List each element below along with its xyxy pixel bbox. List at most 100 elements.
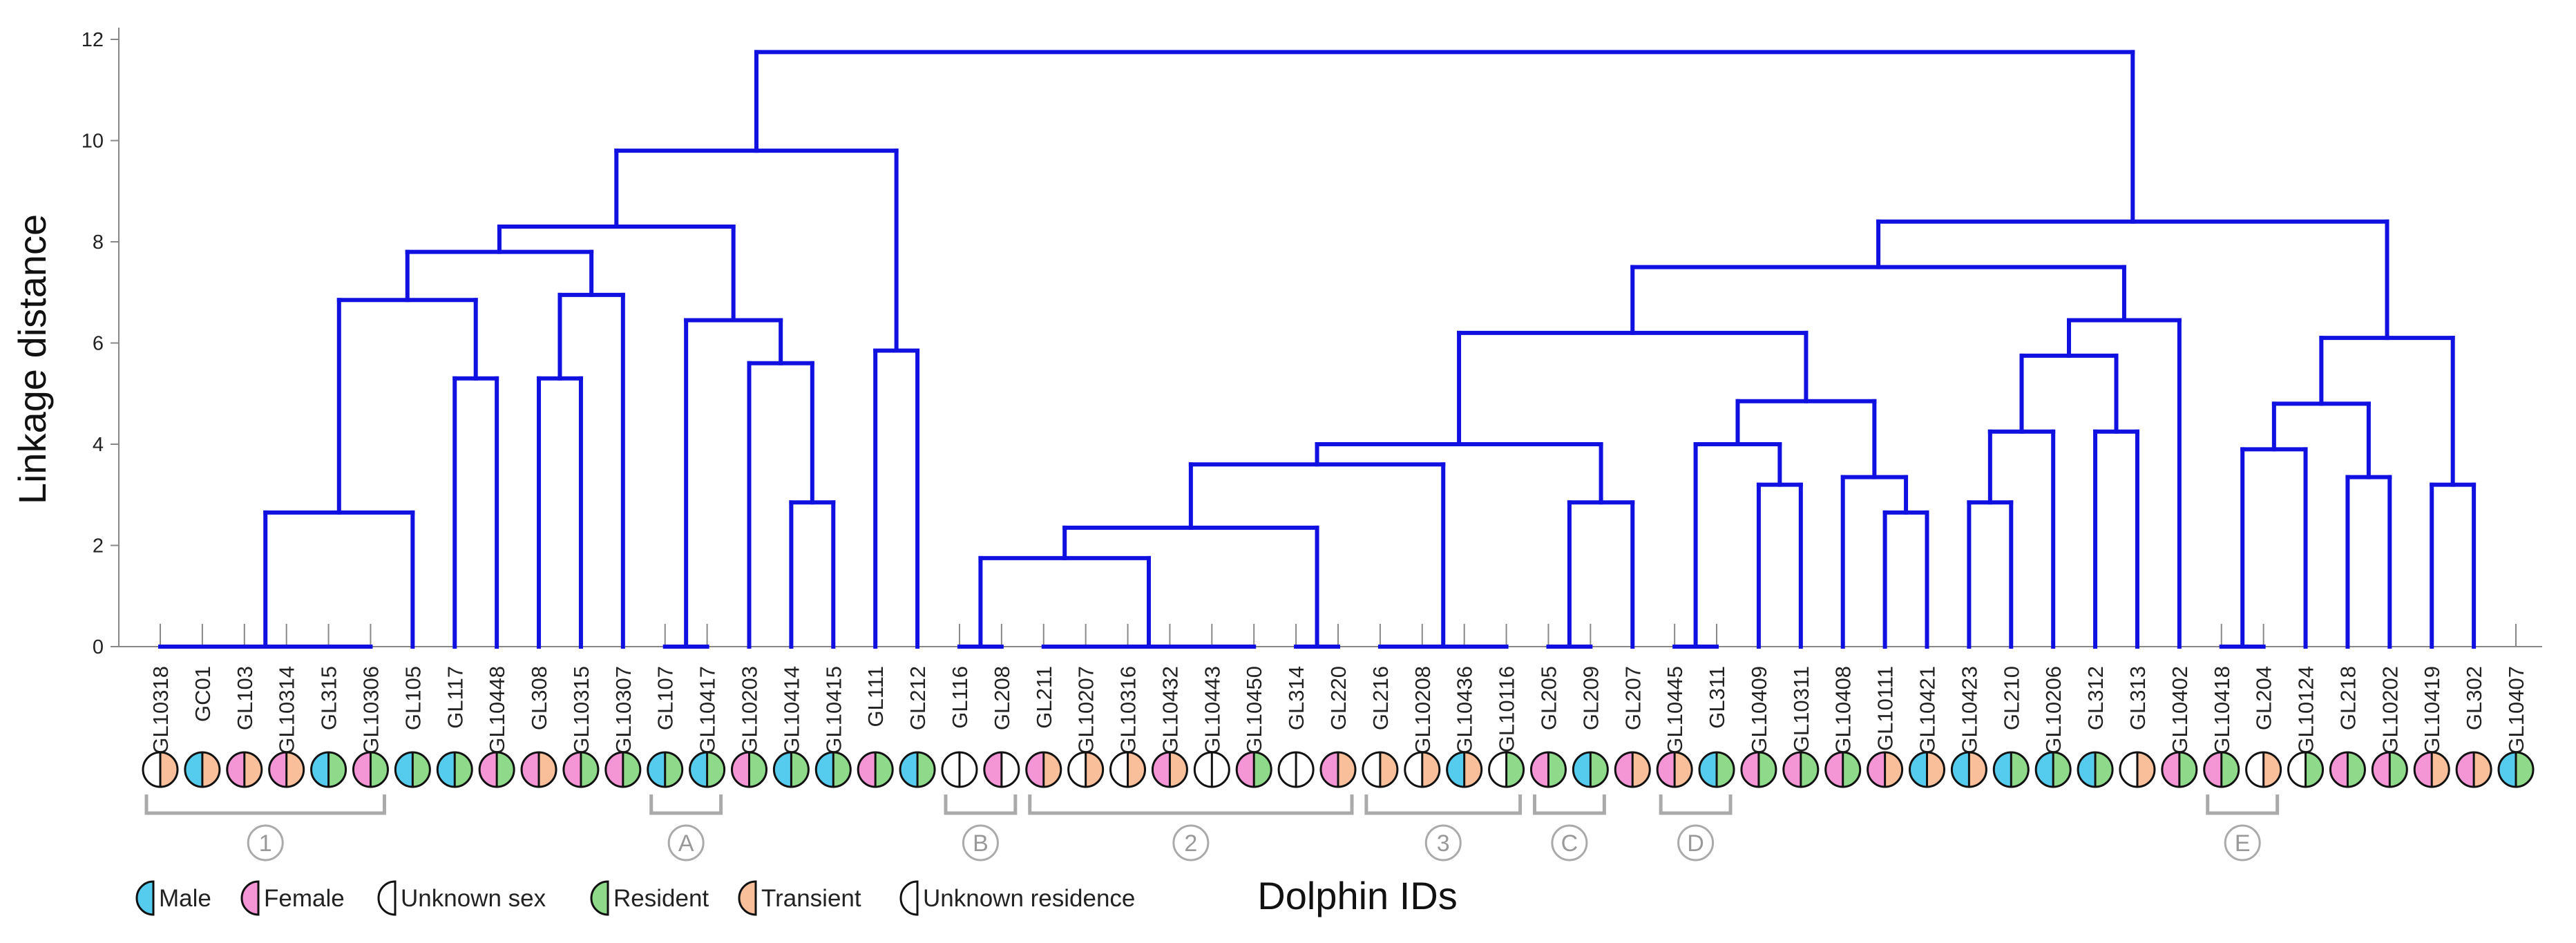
leaf-marker bbox=[1909, 751, 1945, 788]
leaf-marker bbox=[857, 751, 894, 788]
group-label: A bbox=[678, 830, 694, 857]
leaf-marker bbox=[814, 751, 852, 788]
y-axis: 0 2 4 6 8 10 12 bbox=[82, 28, 2542, 658]
leaf-label: GL107 bbox=[653, 666, 678, 730]
leaf-label: GL210 bbox=[1999, 666, 2023, 730]
leaf-marker bbox=[478, 751, 515, 788]
leaf-label: GL314 bbox=[1284, 666, 1308, 730]
leaf-label: GL216 bbox=[1368, 666, 1393, 730]
leaf-label: GL10418 bbox=[2210, 666, 2234, 754]
legend-label: Transient bbox=[761, 885, 861, 912]
leaf-marker bbox=[2161, 751, 2198, 788]
legend-item: Unknown sex bbox=[377, 880, 546, 916]
cluster-group: 3 bbox=[1364, 794, 1523, 861]
leaf-marker bbox=[1824, 751, 1862, 788]
leaf-marker bbox=[1867, 751, 1904, 788]
leaf-label: GL10311 bbox=[1789, 666, 1813, 752]
cluster-group: 2 bbox=[1028, 794, 1354, 861]
group-label: E bbox=[2235, 830, 2251, 857]
leaf-marker bbox=[2245, 751, 2282, 788]
leaf-marker bbox=[2119, 751, 2156, 788]
legend-item: Transient bbox=[738, 880, 861, 916]
leaf-label: GL10415 bbox=[821, 666, 846, 754]
legend-swatch bbox=[377, 880, 397, 916]
group-label-circle bbox=[1424, 824, 1462, 861]
leaf-marker bbox=[2455, 751, 2492, 788]
leaf-label: GL10314 bbox=[275, 666, 299, 754]
leaf-marker bbox=[941, 751, 978, 788]
leaf-label: GL218 bbox=[2336, 666, 2360, 730]
leaf-marker bbox=[2287, 751, 2325, 788]
leaf-marker bbox=[899, 751, 936, 788]
leaf-label: GL10408 bbox=[1831, 666, 1855, 754]
leaf-label: GL209 bbox=[1578, 666, 1603, 730]
legend-swatch bbox=[738, 880, 757, 916]
leaf-label: GL103 bbox=[233, 666, 257, 730]
y-tick-label: 2 bbox=[93, 535, 104, 558]
y-tick-label: 12 bbox=[82, 29, 104, 51]
leaf-label: GL10315 bbox=[569, 666, 593, 754]
leaf-label: GL10417 bbox=[696, 666, 720, 754]
leaf-marker bbox=[1614, 751, 1651, 788]
leaf-label: GL10318 bbox=[149, 666, 173, 754]
leaf-label: GL208 bbox=[990, 666, 1014, 730]
cluster-group: B bbox=[944, 794, 1018, 861]
leaf-label: GL117 bbox=[443, 666, 467, 729]
leaf-label: GL212 bbox=[906, 666, 930, 730]
leaf-label: GL10409 bbox=[1747, 666, 1771, 754]
legend-label: Unknown residence bbox=[923, 885, 1135, 912]
leaf-label: GL10116 bbox=[1495, 666, 1519, 752]
legend-swatch bbox=[135, 880, 155, 916]
group-label: 3 bbox=[1437, 830, 1450, 857]
leaf-marker bbox=[394, 751, 431, 788]
legend-item: Male bbox=[135, 880, 211, 916]
leaf-label: GL10203 bbox=[738, 666, 762, 754]
leaf-label: GL205 bbox=[1536, 666, 1561, 730]
group-label-circle bbox=[1677, 824, 1715, 861]
leaf-label: GL313 bbox=[2126, 666, 2150, 730]
leaf-label: GL10419 bbox=[2420, 666, 2444, 754]
leaf-label: GL10407 bbox=[2504, 666, 2528, 754]
leaf-label: GL10306 bbox=[359, 666, 383, 754]
leaf-label: GL204 bbox=[2252, 666, 2276, 730]
leaf-label: GL10124 bbox=[2294, 666, 2318, 754]
group-label: C bbox=[1561, 830, 1578, 857]
leaf-marker bbox=[2077, 751, 2114, 788]
y-tick-label: 0 bbox=[93, 636, 104, 658]
leaf-marker bbox=[689, 751, 726, 788]
leaf-marker bbox=[1404, 751, 1441, 788]
leaf-label: GL10421 bbox=[1916, 666, 1940, 754]
group-label: D bbox=[1687, 830, 1704, 857]
leaf-marker bbox=[1572, 751, 1609, 788]
y-tick-label: 8 bbox=[93, 231, 104, 254]
leaf-label: GL10207 bbox=[1074, 666, 1098, 754]
cluster-group: A bbox=[649, 794, 723, 861]
leaf-marker bbox=[1656, 751, 1693, 788]
leaf-marker bbox=[184, 751, 221, 788]
leaf-marker bbox=[2371, 751, 2408, 788]
dendrogram-links bbox=[158, 50, 2477, 649]
leaf-marker bbox=[983, 751, 1020, 788]
leaf-label: GL10202 bbox=[2378, 666, 2402, 754]
legend: Male Female Unknown sex Resident Transient Un… bbox=[135, 880, 1135, 916]
leaf-label: GL311 bbox=[1705, 666, 1729, 729]
leaf-marker bbox=[1067, 751, 1105, 788]
leaf-label: GL10414 bbox=[779, 666, 803, 754]
group-label-circle bbox=[1551, 824, 1588, 861]
leaf-marker bbox=[1235, 751, 1272, 788]
leaf-marker bbox=[1025, 751, 1062, 788]
legend-label: Unknown sex bbox=[401, 885, 546, 912]
leaf-label: GL10111 bbox=[1873, 666, 1898, 751]
leaf-marker bbox=[731, 751, 767, 788]
leaf-marker bbox=[562, 751, 600, 788]
group-label: B bbox=[973, 830, 989, 857]
legend-swatch bbox=[240, 880, 260, 916]
leaf-marker bbox=[1992, 751, 2030, 788]
leaf-marker bbox=[1362, 751, 1399, 788]
leaf-label: GL105 bbox=[401, 666, 425, 730]
legend-label: Female bbox=[264, 885, 345, 912]
leaf-marker bbox=[1488, 751, 1525, 788]
y-tick-label: 6 bbox=[93, 333, 104, 355]
leaf-label: GL10443 bbox=[1200, 666, 1224, 754]
